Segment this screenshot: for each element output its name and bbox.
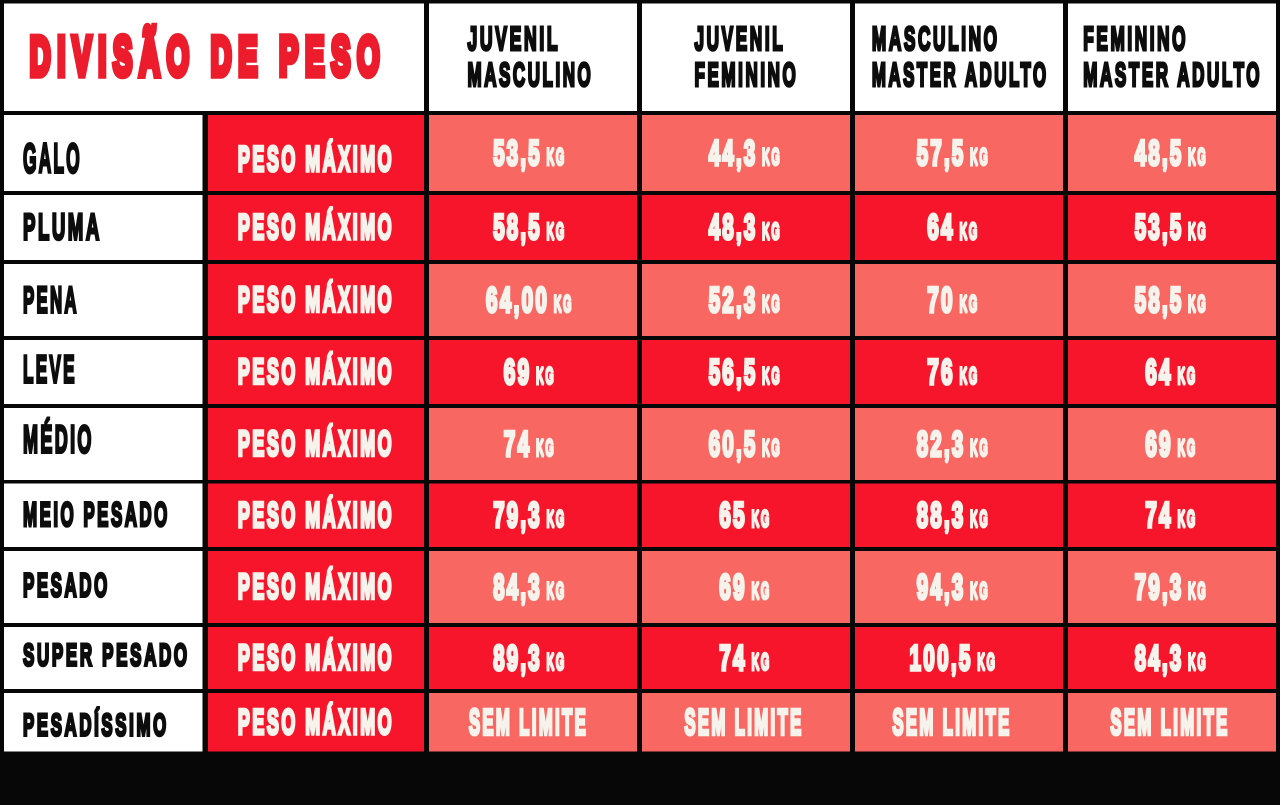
svg-text:LEVE: LEVE xyxy=(23,349,77,392)
svg-text:KG: KG xyxy=(1188,291,1207,318)
svg-text:KG: KG xyxy=(752,506,771,533)
svg-text:KG: KG xyxy=(977,649,996,676)
svg-text:KG: KG xyxy=(960,363,979,390)
svg-text:KG: KG xyxy=(1188,219,1207,246)
svg-text:FEMININO: FEMININO xyxy=(695,56,799,93)
svg-text:65: 65 xyxy=(719,496,747,535)
svg-text:57,5: 57,5 xyxy=(917,134,966,173)
svg-text:KG: KG xyxy=(1188,578,1207,605)
svg-text:KG: KG xyxy=(547,649,566,676)
svg-text:PESADO: PESADO xyxy=(23,567,110,604)
svg-text:KG: KG xyxy=(1178,506,1197,533)
svg-text:84,3: 84,3 xyxy=(493,568,542,607)
svg-text:SEM LIMITE: SEM LIMITE xyxy=(892,703,1011,743)
svg-text:69: 69 xyxy=(1145,425,1173,464)
svg-text:53,5: 53,5 xyxy=(1135,208,1184,247)
svg-text:PESO MÁXIMO: PESO MÁXIMO xyxy=(238,638,394,678)
svg-text:94,3: 94,3 xyxy=(917,568,966,607)
svg-text:76: 76 xyxy=(927,353,955,392)
svg-text:56,5: 56,5 xyxy=(709,353,758,392)
svg-text:KG: KG xyxy=(762,291,781,318)
svg-text:79,3: 79,3 xyxy=(1135,568,1184,607)
svg-text:64: 64 xyxy=(927,208,955,247)
svg-text:58,5: 58,5 xyxy=(493,208,542,247)
svg-text:PESO MÁXIMO: PESO MÁXIMO xyxy=(238,424,394,464)
svg-text:44,3: 44,3 xyxy=(709,134,758,173)
svg-text:74: 74 xyxy=(719,639,747,678)
svg-text:48,3: 48,3 xyxy=(709,208,758,247)
svg-text:SEM LIMITE: SEM LIMITE xyxy=(684,703,803,743)
svg-text:KG: KG xyxy=(970,435,989,462)
svg-text:MÉDIO: MÉDIO xyxy=(23,418,94,462)
svg-text:KG: KG xyxy=(752,649,771,676)
svg-text:SEM LIMITE: SEM LIMITE xyxy=(1110,703,1229,743)
svg-text:100,5: 100,5 xyxy=(910,639,973,678)
svg-text:KG: KG xyxy=(762,435,781,462)
svg-text:KG: KG xyxy=(762,363,781,390)
svg-text:DIVISÃO DE PESO: DIVISÃO DE PESO xyxy=(30,25,387,87)
svg-text:74: 74 xyxy=(1145,496,1173,535)
svg-text:PESO MÁXIMO: PESO MÁXIMO xyxy=(238,702,394,742)
svg-text:SEM LIMITE: SEM LIMITE xyxy=(469,703,588,743)
svg-text:SUPER PESADO: SUPER PESADO xyxy=(23,638,190,673)
svg-text:60,5: 60,5 xyxy=(709,425,758,464)
svg-text:MASCULINO: MASCULINO xyxy=(872,20,1000,57)
svg-text:PESO MÁXIMO: PESO MÁXIMO xyxy=(238,207,394,247)
svg-text:70: 70 xyxy=(927,281,955,320)
svg-text:KG: KG xyxy=(752,578,771,605)
svg-text:PESO MÁXIMO: PESO MÁXIMO xyxy=(238,567,394,607)
svg-text:KG: KG xyxy=(960,219,979,246)
svg-text:GALO: GALO xyxy=(23,136,82,182)
svg-text:PENA: PENA xyxy=(23,279,79,321)
svg-text:KG: KG xyxy=(536,363,555,390)
svg-text:MASCULINO: MASCULINO xyxy=(468,56,594,93)
svg-text:PLUMA: PLUMA xyxy=(23,206,102,248)
svg-text:KG: KG xyxy=(762,219,781,246)
svg-text:KG: KG xyxy=(547,578,566,605)
svg-text:KG: KG xyxy=(960,291,979,318)
svg-text:KG: KG xyxy=(970,506,989,533)
svg-text:MEIO PESADO: MEIO PESADO xyxy=(23,496,170,534)
svg-text:KG: KG xyxy=(1178,363,1197,390)
svg-text:KG: KG xyxy=(762,144,781,171)
svg-text:53,5: 53,5 xyxy=(493,134,542,173)
svg-text:48,5: 48,5 xyxy=(1135,134,1184,173)
svg-text:MASTER ADULTO: MASTER ADULTO xyxy=(1083,56,1262,93)
svg-text:KG: KG xyxy=(547,219,566,246)
svg-text:52,3: 52,3 xyxy=(709,281,758,320)
svg-text:64: 64 xyxy=(1145,353,1173,392)
svg-text:58,5: 58,5 xyxy=(1135,281,1184,320)
svg-text:82,3: 82,3 xyxy=(917,425,966,464)
svg-text:74: 74 xyxy=(504,425,532,464)
svg-text:KG: KG xyxy=(1188,144,1207,171)
svg-text:FEMININO: FEMININO xyxy=(1083,20,1188,57)
svg-text:KG: KG xyxy=(547,506,566,533)
svg-text:JUVENIL: JUVENIL xyxy=(468,20,561,57)
svg-text:79,3: 79,3 xyxy=(493,496,542,535)
svg-text:88,3: 88,3 xyxy=(917,496,966,535)
svg-text:PESADÍSSIMO: PESADÍSSIMO xyxy=(23,708,169,743)
svg-text:KG: KG xyxy=(547,144,566,171)
svg-text:69: 69 xyxy=(719,568,747,607)
svg-text:JUVENIL: JUVENIL xyxy=(695,20,786,57)
svg-text:PESO MÁXIMO: PESO MÁXIMO xyxy=(238,495,394,535)
svg-text:64,00: 64,00 xyxy=(486,281,549,320)
svg-text:KG: KG xyxy=(970,578,989,605)
svg-text:KG: KG xyxy=(1188,649,1207,676)
svg-text:89,3: 89,3 xyxy=(493,639,542,678)
svg-text:PESO MÁXIMO: PESO MÁXIMO xyxy=(238,139,394,179)
svg-text:69: 69 xyxy=(504,353,532,392)
svg-text:KG: KG xyxy=(970,144,989,171)
svg-text:PESO MÁXIMO: PESO MÁXIMO xyxy=(238,352,394,392)
svg-text:KG: KG xyxy=(1178,435,1197,462)
svg-text:KG: KG xyxy=(536,435,555,462)
svg-text:MASTER ADULTO: MASTER ADULTO xyxy=(872,56,1049,93)
svg-text:KG: KG xyxy=(554,291,573,318)
svg-text:84,3: 84,3 xyxy=(1135,639,1184,678)
svg-text:PESO MÁXIMO: PESO MÁXIMO xyxy=(238,280,394,320)
